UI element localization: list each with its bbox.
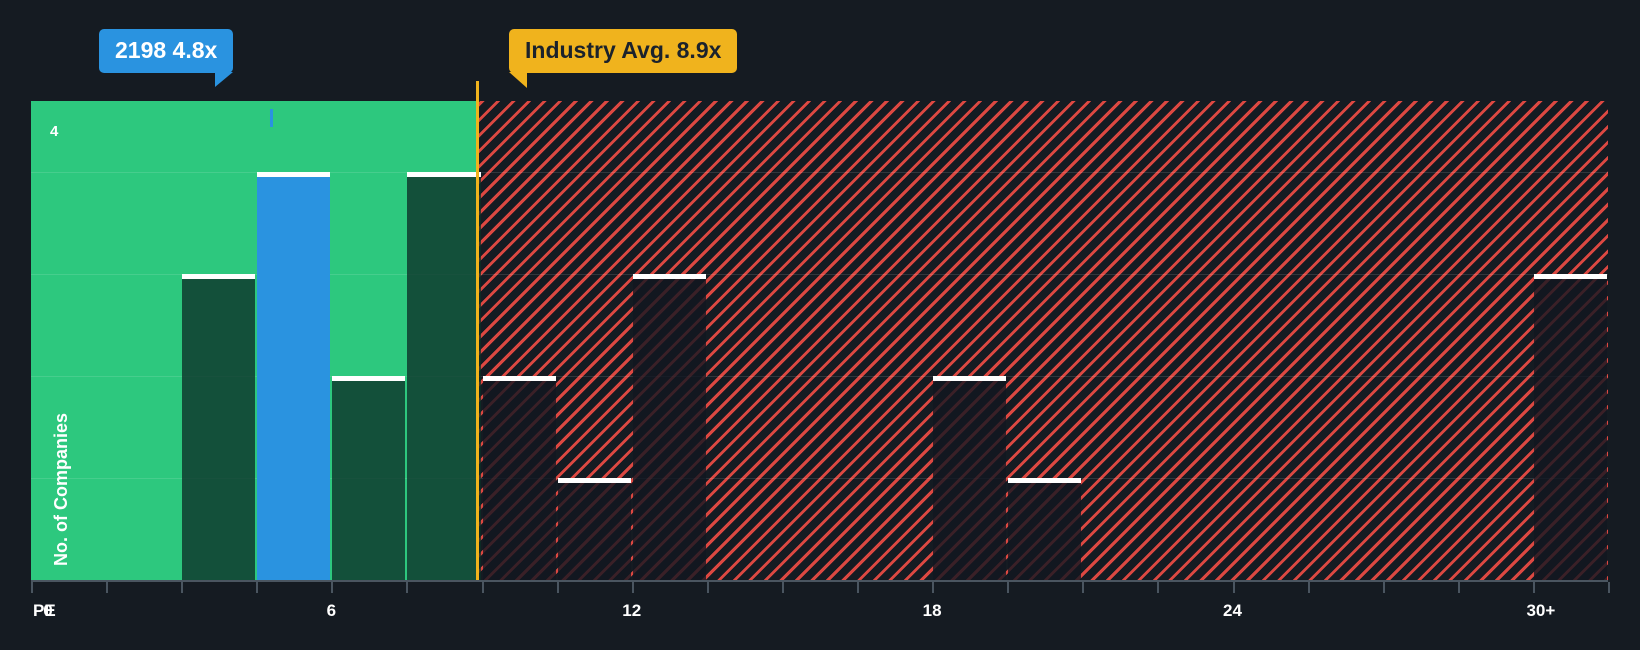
y-axis-title: No. of Companies	[51, 412, 71, 566]
x-tick	[1608, 582, 1610, 593]
industry-average-callout[interactable]: Industry Avg. 8.9x	[509, 29, 738, 88]
x-tick	[106, 582, 109, 593]
gridline-3	[31, 274, 1608, 276]
bar-body	[1008, 482, 1082, 580]
callout-tail-icon	[215, 72, 234, 87]
bar-cap	[332, 376, 406, 382]
x-tick	[1457, 582, 1460, 593]
x-tick	[1532, 582, 1535, 593]
bar-body	[1533, 278, 1607, 580]
bar-body	[632, 278, 706, 580]
bar-cap	[933, 376, 1007, 382]
marker-line-company	[270, 109, 274, 127]
bar-cap	[632, 274, 706, 280]
gridline-1	[31, 478, 1608, 480]
bar[interactable]	[482, 376, 556, 580]
bar[interactable]	[933, 376, 1007, 580]
x-tick-label: 0	[43, 601, 53, 620]
x-tick-label: 18	[922, 601, 942, 620]
bar-body	[257, 176, 331, 580]
marker-line-industry_avg	[475, 81, 479, 580]
bar[interactable]	[557, 478, 631, 580]
bar-body	[332, 380, 406, 580]
x-tick	[31, 582, 33, 593]
x-tick	[1382, 582, 1385, 593]
bar[interactable]	[1008, 478, 1082, 580]
x-tick	[556, 582, 559, 593]
bar-body	[482, 380, 556, 580]
company-callout-label: 2198 4.8x	[115, 37, 218, 63]
x-tick-label: 12	[622, 601, 642, 620]
y-tick-label-4: 4	[50, 123, 59, 140]
x-tick	[256, 582, 259, 593]
bar[interactable]	[257, 172, 331, 580]
bar-cap	[1533, 274, 1607, 280]
bar-cap	[1008, 478, 1082, 484]
bar-cap	[407, 172, 481, 178]
bar[interactable]	[407, 172, 481, 580]
bar-body	[557, 482, 631, 580]
company-callout[interactable]: 2198 4.8x	[99, 29, 234, 87]
x-axis-line	[31, 580, 1608, 582]
x-tick	[481, 582, 484, 593]
gridline-2	[31, 376, 1608, 378]
bar[interactable]	[632, 274, 706, 580]
bar-body	[933, 380, 1007, 580]
x-tick	[1307, 582, 1310, 593]
bar-body	[407, 176, 481, 580]
x-tick	[857, 582, 860, 593]
bar-cap	[557, 478, 631, 484]
bar-cap	[257, 172, 331, 178]
x-tick	[932, 582, 935, 593]
bar[interactable]	[1533, 274, 1607, 580]
x-tick	[406, 582, 409, 593]
x-tick-label: 24	[1223, 601, 1242, 620]
x-tick	[181, 582, 184, 593]
bar[interactable]	[182, 274, 256, 580]
industry-callout-label: Industry Avg. 8.9x	[525, 37, 722, 63]
x-tick	[331, 582, 334, 593]
x-tick	[631, 582, 634, 593]
x-tick-label: 6	[326, 601, 337, 620]
x-tick	[706, 582, 709, 593]
gridline-4	[31, 172, 1608, 174]
bar-cap	[482, 376, 556, 382]
callout-tail-icon	[509, 72, 527, 88]
x-tick	[781, 582, 784, 593]
x-tick	[1232, 582, 1235, 593]
plot-area: 4 No. of Companies	[31, 101, 1608, 580]
bar[interactable]	[332, 376, 406, 580]
x-tick	[1007, 582, 1010, 593]
x-tick-label: 30+	[1526, 601, 1556, 620]
bar-body	[182, 278, 256, 580]
x-tick	[1082, 582, 1085, 593]
x-tick	[1157, 582, 1160, 593]
bar-cap	[182, 274, 256, 280]
x-axis-title: PE	[33, 601, 56, 620]
